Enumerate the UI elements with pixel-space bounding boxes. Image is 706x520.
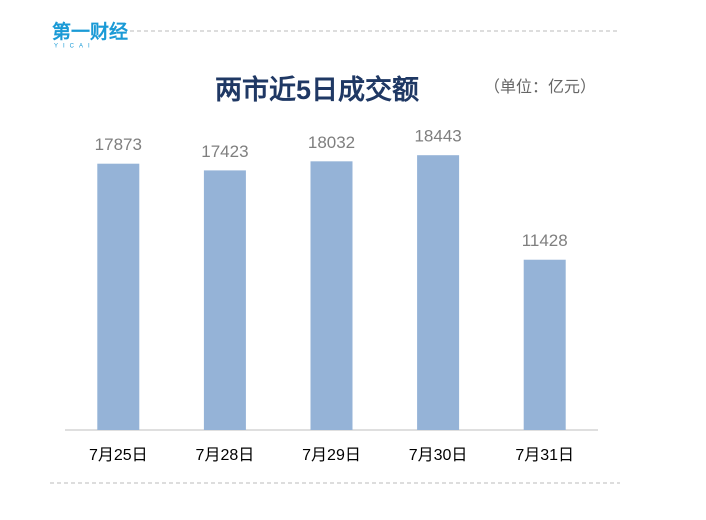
value-label: 17873: [95, 135, 142, 154]
unit-note: （单位：亿元）: [484, 78, 596, 96]
bar: [97, 163, 140, 430]
value-label: 17423: [201, 142, 248, 161]
x-tick-label: 7月30日: [409, 447, 468, 464]
bar: [203, 170, 246, 431]
x-tick-label: 7月25日: [89, 447, 148, 464]
chart-title: 两市近5日成交额: [215, 74, 419, 105]
value-label: 18032: [308, 133, 355, 152]
logo: 第一财经: [52, 20, 128, 43]
x-tick-label: 7月28日: [196, 447, 255, 464]
bar: [523, 259, 566, 430]
bar: [310, 161, 353, 431]
logo-sub: YICAI: [54, 44, 95, 50]
value-label: 18443: [414, 127, 461, 146]
value-label: 11428: [522, 231, 568, 250]
x-tick-label: 7月29日: [302, 447, 361, 464]
bar: [417, 155, 460, 431]
x-tick-label: 7月31日: [515, 447, 574, 464]
